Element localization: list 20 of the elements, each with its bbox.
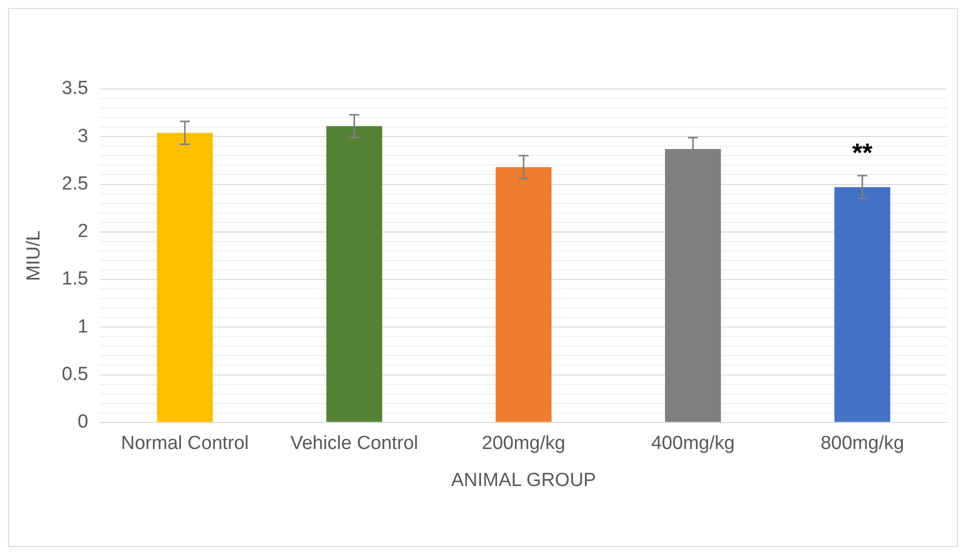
- y-tick-label: 1: [78, 316, 88, 338]
- x-tick-label: Normal Control: [121, 433, 249, 454]
- x-tick-label: 800mg/kg: [820, 433, 904, 454]
- x-tick-label: 400mg/kg: [651, 433, 735, 454]
- y-tick-label: 3: [78, 126, 88, 147]
- y-tick-label: 3.5: [62, 78, 88, 100]
- x-tick-label: Vehicle Control: [290, 433, 418, 454]
- y-tick-label: 0: [78, 412, 88, 433]
- y-axis-title: MIU/L: [24, 230, 45, 282]
- bar: [496, 167, 552, 422]
- x-axis-title: ANIMAL GROUP: [451, 470, 596, 491]
- y-tick-label: 1.5: [62, 268, 88, 290]
- y-tick-label: 2: [78, 221, 88, 242]
- y-tick-label: 2.5: [62, 173, 88, 194]
- bar: [834, 187, 890, 422]
- bar: [326, 126, 382, 422]
- bar: [156, 132, 213, 422]
- x-tick-label: 200mg/kg: [482, 433, 566, 454]
- annotation: **: [852, 138, 874, 168]
- y-tick-label: 0.5: [62, 364, 88, 386]
